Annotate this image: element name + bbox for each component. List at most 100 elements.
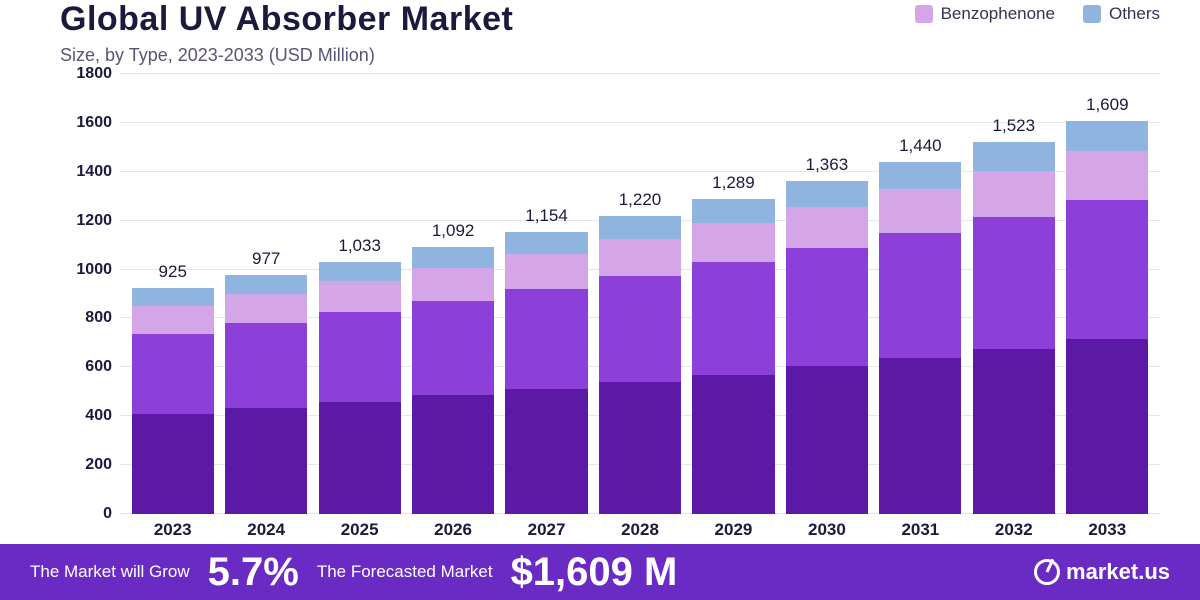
bar-group: 977	[225, 249, 307, 514]
bar-segment	[505, 389, 587, 514]
x-tick-label: 2026	[412, 514, 494, 544]
bar-segment	[1066, 151, 1148, 200]
bar-group: 925	[132, 262, 214, 514]
bar-segment	[786, 181, 868, 207]
bar-total-label: 1,523	[993, 116, 1036, 136]
bar-segment	[692, 262, 774, 374]
x-tick-label: 2028	[599, 514, 681, 544]
bar-total-label: 1,289	[712, 173, 755, 193]
bar-segment	[319, 402, 401, 514]
y-tick-label: 1400	[76, 163, 112, 181]
legend-item: Benzophenone	[915, 4, 1055, 24]
bar-segment	[225, 323, 307, 407]
y-tick-label: 400	[85, 407, 112, 425]
bar-stack	[225, 275, 307, 514]
brand-text: market.us	[1066, 559, 1170, 585]
x-tick-label: 2030	[786, 514, 868, 544]
legend: Benzophenone Others	[915, 0, 1160, 24]
bar-segment	[973, 217, 1055, 349]
bar-segment	[786, 248, 868, 367]
bar-segment	[225, 408, 307, 514]
bar-segment	[973, 171, 1055, 217]
footer-forecast-label: The Forecasted Market	[317, 562, 493, 582]
x-tick-label: 2027	[505, 514, 587, 544]
bar-segment	[319, 281, 401, 312]
legend-label: Benzophenone	[941, 4, 1055, 24]
legend-item: Others	[1083, 4, 1160, 24]
footer-grow-label: The Market will Grow	[30, 562, 190, 582]
bar-total-label: 925	[159, 262, 187, 282]
bar-segment	[412, 395, 494, 514]
bar-segment	[132, 414, 214, 514]
bar-segment	[599, 382, 681, 514]
bar-segment	[692, 223, 774, 262]
bar-stack	[692, 199, 774, 514]
bar-segment	[225, 294, 307, 323]
y-tick-label: 200	[85, 456, 112, 474]
bar-segment	[505, 254, 587, 289]
x-tick-label: 2023	[132, 514, 214, 544]
x-tick-label: 2024	[225, 514, 307, 544]
bar-stack	[879, 162, 961, 514]
bar-stack	[973, 142, 1055, 514]
bar-segment	[973, 349, 1055, 514]
title-block: Global UV Absorber Market Size, by Type,…	[60, 0, 915, 66]
bar-total-label: 1,154	[525, 206, 568, 226]
bar-group: 1,609	[1066, 95, 1148, 514]
bar-stack	[132, 288, 214, 514]
bar-segment	[786, 366, 868, 514]
bar-group: 1,363	[786, 155, 868, 514]
footer-cagr-value: 5.7%	[208, 550, 299, 595]
y-tick-label: 1000	[76, 261, 112, 279]
y-axis: 020040060080010001200140016001800	[60, 74, 120, 514]
bar-total-label: 1,609	[1086, 95, 1129, 115]
bar-stack	[505, 232, 587, 514]
bar-segment	[973, 142, 1055, 171]
bar-segment	[879, 233, 961, 358]
bar-segment	[879, 162, 961, 189]
bar-group: 1,092	[412, 221, 494, 514]
bar-segment	[879, 189, 961, 233]
bar-segment	[1066, 200, 1148, 339]
y-tick-label: 1200	[76, 212, 112, 230]
bar-segment	[599, 216, 681, 239]
legend-swatch	[1083, 5, 1101, 23]
bar-stack	[599, 216, 681, 514]
x-axis-labels: 2023202420252026202720282029203020312032…	[120, 514, 1160, 544]
bar-group: 1,289	[692, 173, 774, 514]
legend-label: Others	[1109, 4, 1160, 24]
bar-group: 1,033	[319, 236, 401, 514]
bar-segment	[132, 288, 214, 306]
bars-row: 9259771,0331,0921,1541,2201,2891,3631,44…	[120, 74, 1160, 514]
y-tick-label: 1800	[76, 65, 112, 83]
bar-segment	[412, 301, 494, 395]
chart-subtitle: Size, by Type, 2023-2033 (USD Million)	[60, 45, 915, 66]
footer-forecast-value: $1,609 M	[511, 550, 678, 595]
x-tick-label: 2033	[1066, 514, 1148, 544]
bar-segment	[412, 247, 494, 268]
bar-segment	[225, 275, 307, 294]
bar-segment	[319, 262, 401, 282]
bar-segment	[505, 289, 587, 389]
bar-segment	[412, 268, 494, 301]
y-tick-label: 800	[85, 309, 112, 327]
x-tick-label: 2029	[692, 514, 774, 544]
bar-stack	[1066, 121, 1148, 514]
bar-group: 1,523	[973, 116, 1055, 514]
plot-area: 9259771,0331,0921,1541,2201,2891,3631,44…	[120, 74, 1160, 514]
y-tick-label: 600	[85, 358, 112, 376]
bar-total-label: 1,033	[338, 236, 381, 256]
bar-total-label: 1,092	[432, 221, 475, 241]
bar-total-label: 977	[252, 249, 280, 269]
bar-segment	[132, 306, 214, 334]
bar-group: 1,440	[879, 136, 961, 514]
bar-segment	[505, 232, 587, 254]
bar-group: 1,154	[505, 206, 587, 514]
chart-container: Global UV Absorber Market Size, by Type,…	[0, 0, 1200, 600]
x-tick-label: 2025	[319, 514, 401, 544]
bar-total-label: 1,363	[806, 155, 849, 175]
bar-segment	[1066, 339, 1148, 514]
bar-segment	[786, 207, 868, 248]
bar-segment	[879, 358, 961, 514]
brand-icon	[1034, 559, 1060, 585]
